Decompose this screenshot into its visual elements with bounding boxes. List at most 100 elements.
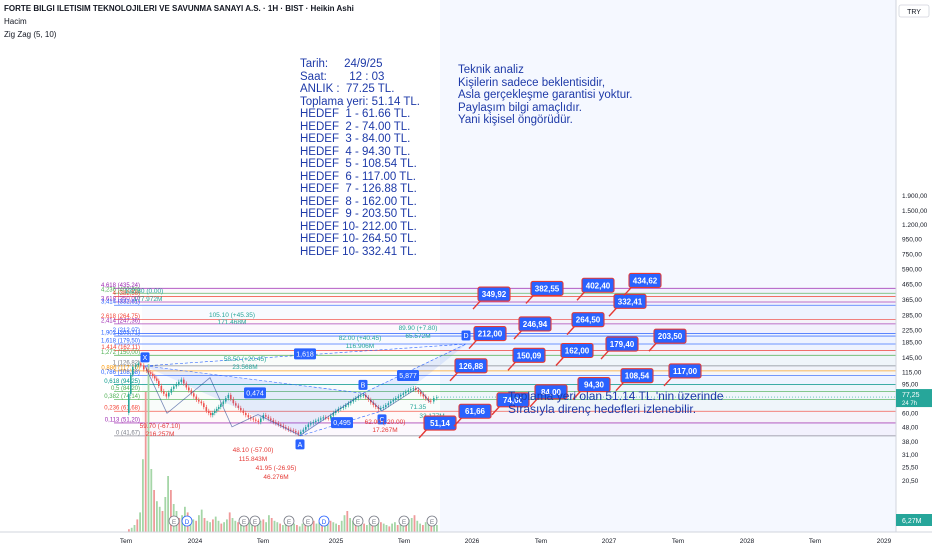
fib-band: [142, 336, 896, 344]
volume-bar: [436, 525, 438, 532]
zigzag-label: 41.95 (-26.95): [256, 465, 297, 472]
candle-body: [347, 403, 350, 406]
price-tick-label: 115,00: [902, 370, 922, 377]
volume-bar: [178, 518, 181, 532]
event-marker: [398, 515, 410, 527]
candle-body: [140, 363, 142, 366]
target-label: 51,14: [430, 419, 451, 428]
volume-bar: [203, 518, 206, 532]
zigzag-indicator-label[interactable]: Zig Zag (5, 10): [4, 30, 57, 39]
event-marker: [238, 515, 250, 527]
time-tick-label: 2026: [465, 538, 480, 545]
info-line: HEDEF 6 - 117.00 TL.: [300, 170, 416, 183]
info-line: HEDEF 7 - 126.88 TL.: [300, 183, 417, 195]
candle-body: [150, 372, 152, 374]
volume-bar: [408, 519, 410, 532]
harmonic-ratio-label: 5,877: [399, 373, 417, 380]
volume-bar: [402, 520, 405, 532]
candle-body: [436, 397, 438, 399]
volume-bar: [430, 520, 433, 532]
target-label: 94,30: [584, 381, 605, 390]
volume-bar: [338, 525, 340, 532]
harmonic-ratio-badge: [331, 417, 353, 429]
price-tick-label: 1.500,00: [902, 208, 928, 215]
volume-bar: [326, 518, 329, 532]
disclaimer-note: Teknik analiz Kişilerin sadece beklentisi…: [458, 64, 633, 127]
info-line: HEDEF 8 - 162.00 TL.: [300, 195, 417, 208]
fib-band: [142, 371, 896, 376]
zigzag-label: 171.468M: [218, 319, 247, 326]
event-marker: [352, 515, 364, 527]
price-tick-label: 31,00: [902, 452, 919, 459]
target-label: 61,66: [465, 407, 486, 416]
harmonic-ratio-badge: [397, 369, 419, 381]
time-tick-label: Tem: [120, 538, 132, 545]
target-label: 203,50: [658, 332, 683, 341]
info-line: HEDEF 5 - 108.54 TL.: [300, 158, 417, 170]
volume-bar: [256, 523, 259, 532]
fib-band: [142, 288, 896, 293]
bottom-note-line: Toplama yeri olan 51.14 TL.'nin üzerinde: [508, 389, 724, 403]
candle-body: [222, 401, 225, 405]
price-tick-label: 38,00: [902, 439, 919, 446]
event-marker: [249, 515, 261, 527]
candle-body: [300, 431, 302, 434]
candle-body: [210, 412, 212, 416]
candle-body: [417, 389, 420, 392]
event-marker: [168, 515, 180, 527]
volume-bar: [161, 511, 164, 532]
fib-level-label: 1,618 (179,50): [101, 339, 140, 345]
fib-level-label: 1,902 (203,71): [101, 331, 140, 337]
fib-level-label: 0,886 (117,10): [101, 365, 140, 371]
candle-body: [270, 418, 272, 421]
price-tick-label: 95,00: [902, 382, 919, 389]
volume-bar: [217, 520, 220, 532]
candle-body: [265, 415, 267, 417]
time-tick-label: Tem: [257, 538, 269, 545]
volume-bar: [251, 523, 253, 532]
info-line: HEDEF 10- 332.41 TL.: [300, 245, 417, 258]
event-marker: [302, 515, 314, 527]
target-badge: [577, 376, 611, 393]
event-marker-label: E: [430, 519, 435, 526]
volume-bar: [273, 520, 276, 532]
event-marker-label: E: [356, 519, 361, 526]
event-marker: [318, 515, 330, 527]
candle-body: [130, 374, 132, 394]
target-badge: [518, 316, 552, 332]
fib-level-label: 0,5 (84,20): [111, 386, 140, 392]
volume-bar: [128, 529, 130, 532]
candle-body: [183, 379, 185, 384]
price-tick-label: 25,50: [902, 464, 919, 471]
info-line: HEDEF 9 - 203.50 TL.: [300, 208, 417, 220]
candle-body: [132, 366, 134, 375]
volume-bar: [282, 525, 284, 532]
volume-bar: [164, 497, 167, 532]
target-label: 434,62: [633, 276, 658, 285]
volume-indicator-label[interactable]: Hacim: [4, 17, 27, 26]
harmonic-ratio-label: 0,495: [333, 420, 351, 427]
zigzag-label: 115.843M: [239, 456, 267, 463]
candle-body: [412, 388, 415, 390]
volume-bar: [237, 522, 239, 532]
volume-bar: [391, 523, 393, 532]
volume-bar: [228, 512, 231, 532]
time-axis-background: [0, 532, 932, 550]
volume-bar: [422, 525, 424, 532]
zigzag-label: 177.972M: [134, 296, 163, 303]
candle-body: [310, 423, 312, 425]
fib-level-label: 4,236 (402,68): [101, 288, 140, 294]
volume-bar: [133, 525, 136, 532]
zigzag-label: 48.10 (-57.00): [233, 447, 274, 454]
info-line: HEDEF 3 - 84.00 TL.: [300, 133, 411, 145]
price-tick-label: 285,00: [902, 312, 922, 319]
volume-bar: [231, 518, 234, 532]
time-tick-label: 2027: [602, 538, 617, 545]
candle-body: [214, 410, 216, 413]
volume-bar: [136, 519, 139, 532]
harmonic-point-marker: [295, 439, 305, 450]
candle-body: [160, 385, 163, 392]
volume-bar: [290, 522, 293, 532]
candle-body: [257, 420, 260, 422]
